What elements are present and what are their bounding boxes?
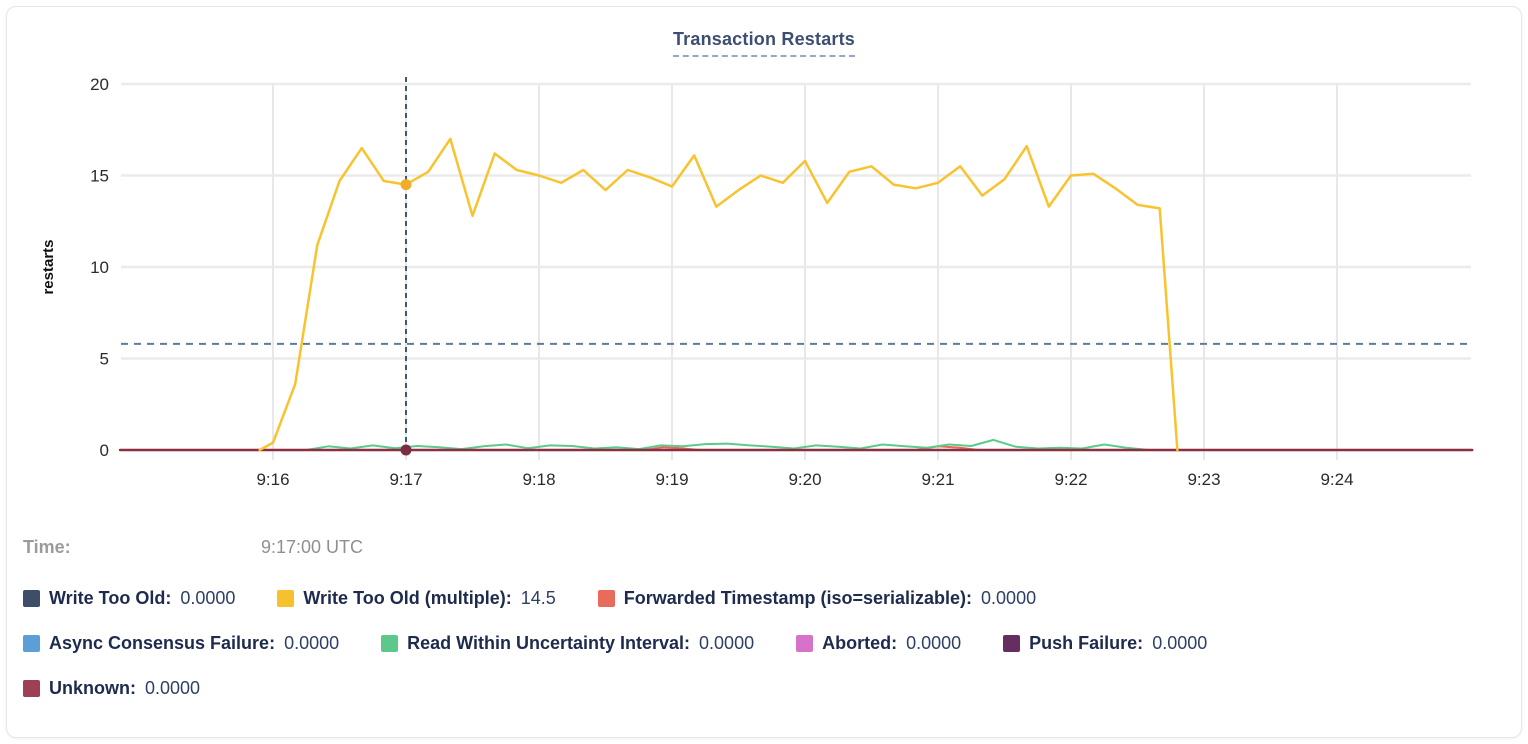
legend-value: 0.0000 <box>906 633 962 653</box>
chart-card: Transaction Restarts 0 5 10 15 20 9:16 9:17 9:1… <box>6 6 1522 738</box>
legend-label: Write Too Old (multiple): <box>303 588 512 608</box>
transaction-restarts-chart[interactable]: 0 5 10 15 20 9:16 9:17 9:18 9:19 9:20 9:21 9:22 9:23… <box>6 6 1522 513</box>
hover-dot <box>400 179 412 191</box>
chart-title[interactable]: Transaction Restarts <box>672 29 856 57</box>
legend-item: Write Too Old (multiple): 14.5 <box>277 588 556 609</box>
x-tick-label: 9:20 <box>788 470 821 489</box>
legend-swatch <box>597 590 615 607</box>
y-tick-label: 10 <box>90 258 109 277</box>
y-tick-label: 5 <box>100 350 109 369</box>
time-value: 9:17:00 UTC <box>261 537 364 557</box>
x-tick-label: 9:23 <box>1187 470 1220 489</box>
legend-value: 14.5 <box>520 588 556 608</box>
legend-item: Aborted: 0.0000 <box>796 633 961 654</box>
legend-label: Async Consensus Failure: <box>49 633 276 653</box>
legend-value: 0.0000 <box>1152 633 1208 653</box>
legend-item: Read Within Uncertainty Interval: 0.0000 <box>381 633 754 654</box>
legend-swatch <box>277 590 295 607</box>
hover-dot <box>400 444 412 456</box>
x-tick-label: 9:22 <box>1054 470 1087 489</box>
time-label: Time: <box>23 537 71 557</box>
legend-swatch <box>23 635 40 652</box>
legend-item: Forwarded Timestamp (iso=serializable): 0… <box>597 588 1037 609</box>
legend-label: Aborted: <box>822 633 898 653</box>
legend-swatch <box>796 635 814 652</box>
legend-row-2: Unknown: 0.0000 <box>23 675 1207 702</box>
legend-value: 0.0000 <box>699 633 755 653</box>
legend-value: 0.0000 <box>145 678 201 698</box>
series-line <box>305 438 1150 451</box>
legend-label: Unknown: <box>49 678 136 698</box>
x-tick-label: 9:16 <box>256 470 289 489</box>
x-tick-label: 9:19 <box>655 470 688 489</box>
legend-swatch <box>23 680 40 697</box>
legend-row-0: Write Too Old: 0.0000 Write Too Old (multi… <box>23 585 1207 612</box>
legend-swatch <box>1003 635 1021 652</box>
x-tick-label: 9:21 <box>921 470 954 489</box>
y-tick-label: 0 <box>100 441 109 460</box>
legend-value: 0.0000 <box>981 588 1037 608</box>
chart-title-wrap: Transaction Restarts <box>7 29 1521 57</box>
legend-value: 0.0000 <box>180 588 236 608</box>
legend-swatch <box>23 590 40 607</box>
x-tick-label: 9:18 <box>522 470 555 489</box>
chart-legend: Write Too Old: 0.0000 Write Too Old (multi… <box>23 585 1207 720</box>
y-axis-label: restarts <box>40 239 57 294</box>
series-line <box>258 137 1179 452</box>
legend-label: Read Within Uncertainty Interval: <box>407 633 691 653</box>
legend-label: Push Failure: <box>1029 633 1144 653</box>
legend-item: Unknown: 0.0000 <box>23 678 200 699</box>
legend-item: Async Consensus Failure: 0.0000 <box>23 633 339 654</box>
hover-time-row: Time: 9:17:00 UTC <box>23 537 363 558</box>
x-tick-label: 9:24 <box>1320 470 1353 489</box>
y-tick-label: 15 <box>90 167 109 186</box>
legend-row-1: Async Consensus Failure: 0.0000 Read Withi… <box>23 630 1207 657</box>
legend-label: Forwarded Timestamp (iso=serializable): <box>623 588 973 608</box>
y-tick-label: 20 <box>90 75 109 94</box>
legend-value: 0.0000 <box>284 633 340 653</box>
legend-item: Write Too Old: 0.0000 <box>23 588 235 609</box>
x-tick-label: 9:17 <box>389 470 422 489</box>
legend-item: Push Failure: 0.0000 <box>1003 633 1207 654</box>
legend-swatch <box>381 635 399 652</box>
legend-label: Write Too Old: <box>49 588 172 608</box>
